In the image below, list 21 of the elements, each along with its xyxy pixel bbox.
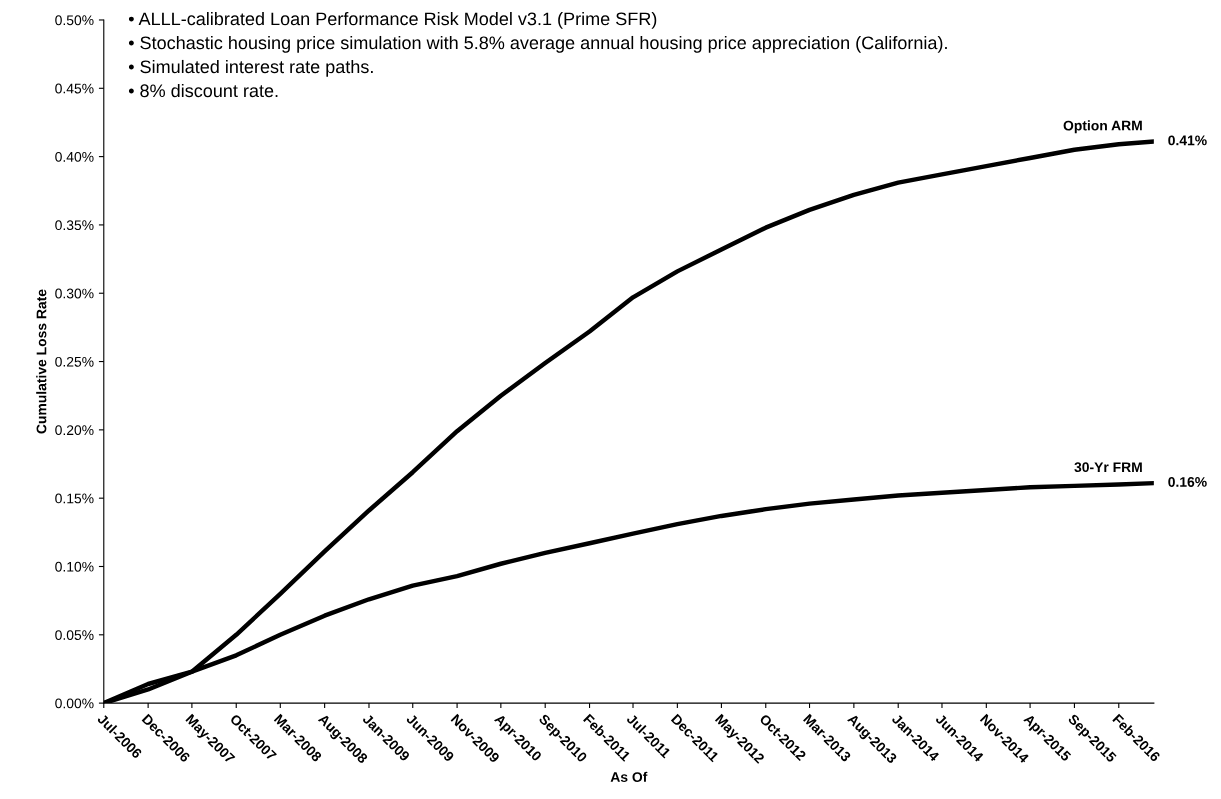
annotation: • Stochastic housing price simulation with 5.8% average annual housing price appreciation (California). [128,35,947,53]
data-label: 0.41% [1168,135,1207,146]
y-tick-label: 0.15% [55,493,94,504]
data-label: 0.16% [1168,477,1207,487]
series-label: 30-Yr FRM [1074,462,1142,473]
y-tick-label: 0.00% [55,698,94,709]
annotation: • 8% discount rate. [128,83,278,98]
series-label: Option ARM [1063,120,1142,134]
annotation: • Simulated interest rate paths. [128,59,373,77]
y-axis-title: Cumulative Loss Rate [36,289,47,434]
y-tick-label: 0.20% [55,425,94,436]
y-tick-label: 0.50% [55,15,94,26]
y-tick-label: 0.35% [55,220,94,231]
y-tick-label: 0.40% [55,151,94,162]
annotation: • ALLL-calibrated Loan Performance Risk Model v3.1 (Prime SFR) [128,11,657,29]
y-tick-label: 0.05% [55,630,94,640]
y-tick-label: 0.30% [55,288,94,299]
y-tick-label: 0.10% [55,561,94,572]
y-tick-label: 0.25% [55,356,94,367]
y-tick-label: 0.45% [55,83,94,94]
x-axis-title: As Of [610,771,648,782]
